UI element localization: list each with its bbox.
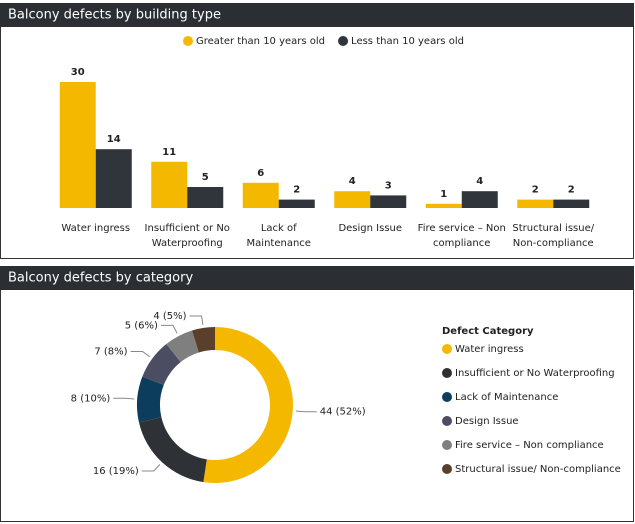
x-tick-label: Structural issue/ Non-compliance — [512, 223, 595, 249]
data-label: 2 — [568, 185, 575, 196]
leader-line — [189, 315, 204, 325]
legend-swatch — [442, 464, 452, 474]
data-label: 4 — [476, 176, 483, 187]
legend-swatch — [442, 392, 452, 402]
data-label: 6 — [257, 168, 264, 179]
donut-slice — [192, 327, 215, 353]
legend-label: Lack of Maintenance — [455, 392, 558, 403]
bar — [151, 161, 188, 208]
bar — [278, 199, 315, 208]
panel — [0, 3, 634, 259]
legend-swatch — [442, 368, 452, 378]
data-label: 2 — [293, 185, 300, 196]
donut-slice — [138, 417, 207, 483]
data-label: 2 — [532, 185, 539, 196]
bar — [95, 149, 132, 208]
legend-label: Water ingress — [455, 344, 524, 355]
data-label: 1 — [440, 189, 447, 200]
x-tick-label: Fire service – Non compliance — [417, 223, 506, 249]
chart-title: Balcony defects by building type — [8, 8, 221, 23]
leader-line — [141, 464, 161, 472]
data-label: 30 — [71, 67, 85, 78]
bar — [517, 199, 554, 208]
data-label: 14 — [107, 134, 121, 145]
data-label: 11 — [162, 147, 176, 158]
leader-line — [130, 351, 151, 358]
data-label: 16 (19%) — [93, 466, 139, 477]
bar — [187, 187, 224, 208]
x-tick-label: Lack of Maintenance — [246, 223, 311, 249]
leader-line — [295, 410, 317, 413]
legend-label: Insufficient or No Waterproofing — [455, 368, 615, 379]
data-label: 44 (52%) — [320, 407, 366, 418]
legend-swatch — [442, 440, 452, 450]
legend-swatch — [442, 344, 452, 354]
panel-header — [0, 266, 634, 290]
legend-label: Less than 10 years old — [351, 36, 464, 47]
legend-label: Design Issue — [455, 416, 519, 427]
data-label: 5 (6%) — [125, 320, 158, 331]
x-tick-label: Design Issue — [338, 223, 403, 234]
leader-line — [160, 324, 178, 334]
bar — [334, 191, 371, 208]
data-label: 3 — [385, 180, 392, 191]
donut-slice — [137, 376, 164, 423]
chart-title: Balcony defects by category — [8, 271, 193, 286]
legend-swatch — [442, 416, 452, 426]
donut-slice — [142, 344, 181, 385]
x-tick-label: Water ingress — [61, 223, 131, 234]
bar — [553, 199, 590, 208]
bar — [242, 182, 279, 208]
legend-label: Structural issue/ Non-compliance — [455, 464, 621, 475]
legend-title: Defect Category — [442, 326, 534, 337]
data-label: 5 — [202, 172, 209, 183]
data-label: 8 (10%) — [71, 393, 111, 404]
legend-label: Fire service – Non compliance — [455, 440, 604, 451]
data-label: 4 — [349, 176, 356, 187]
donut-slice — [166, 330, 199, 362]
bar — [425, 203, 462, 208]
bar — [461, 191, 498, 208]
bar — [59, 82, 96, 208]
legend-swatch — [338, 36, 349, 46]
legend-label: Greater than 10 years old — [196, 36, 325, 47]
leader-line — [113, 397, 135, 400]
panel-header — [0, 3, 634, 27]
donut-slice — [203, 327, 294, 484]
data-label: 4 (5%) — [153, 311, 186, 322]
x-tick-label: Insufficient or No Waterproofing — [144, 223, 230, 249]
legend-swatch — [183, 36, 193, 46]
bar — [370, 195, 407, 208]
data-label: 7 (8%) — [94, 347, 127, 358]
